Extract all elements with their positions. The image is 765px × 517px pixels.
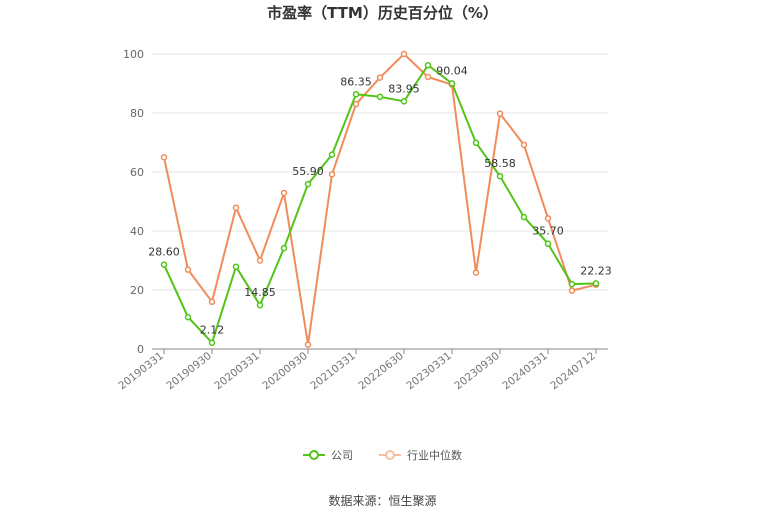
data-point [496, 172, 504, 180]
x-tick-label: 20240712 [548, 350, 598, 392]
data-point [544, 215, 552, 222]
data-point [232, 204, 240, 211]
x-tick-label: 20210331 [308, 350, 358, 392]
data-label: 90.04 [436, 64, 468, 77]
x-tick-label: 20230930 [452, 350, 502, 392]
data-point [424, 73, 432, 81]
data-point [280, 189, 288, 197]
data-point [352, 91, 360, 98]
data-point [280, 244, 288, 252]
data-label: 22.23 [580, 264, 612, 277]
data-label: 55.90 [292, 165, 324, 178]
y-tick-label: 60 [130, 166, 144, 179]
x-tick-label: 20190930 [164, 350, 214, 392]
data-point [400, 98, 408, 105]
data-label: 28.60 [148, 246, 180, 259]
legend-line-icon [379, 450, 401, 460]
data-point [208, 298, 216, 306]
data-point [256, 257, 264, 264]
data-point [424, 61, 432, 69]
legend-item-company[interactable]: 公司 [303, 447, 353, 463]
data-point [376, 93, 384, 101]
data-point [328, 151, 336, 158]
y-tick-label: 20 [130, 284, 144, 297]
data-point [328, 171, 336, 178]
data-point [472, 139, 480, 147]
x-tick-label: 20230331 [404, 350, 454, 392]
data-label: 35.70 [532, 225, 564, 238]
x-tick-label: 20220630 [356, 350, 406, 392]
y-tick-label: 40 [130, 225, 144, 238]
data-point [304, 180, 312, 188]
data-point [232, 263, 240, 270]
data-point [160, 154, 168, 161]
x-tick-label: 20240331 [500, 350, 550, 392]
data-point [256, 301, 264, 309]
data-label: 2.12 [200, 324, 225, 337]
data-point [544, 240, 552, 247]
x-tick-label: 20200930 [260, 350, 310, 392]
data-point [592, 280, 600, 287]
data-point [496, 110, 504, 117]
x-tick-label: 20190331 [116, 350, 166, 392]
data-point [184, 313, 192, 321]
legend-line-icon [303, 450, 325, 460]
data-point [376, 74, 384, 81]
data-label: 86.35 [340, 75, 372, 88]
data-label: 83.95 [388, 82, 420, 95]
data-point [520, 213, 528, 221]
data-point [472, 269, 480, 276]
data-point [352, 100, 360, 108]
source-note: 数据来源：恒生聚源 [328, 494, 437, 508]
y-tick-label: 100 [123, 48, 144, 61]
series-line [163, 64, 597, 344]
data-point [208, 339, 216, 346]
data-point [184, 266, 192, 273]
legend-item-industry-median[interactable]: 行业中位数 [379, 447, 462, 463]
data-point [520, 141, 528, 149]
x-tick-label: 20200331 [212, 350, 262, 392]
legend-label: 行业中位数 [407, 449, 462, 462]
data-label: 14.85 [244, 286, 276, 299]
data-label: 58.58 [484, 157, 516, 170]
line-chart: 0 20 40 60 80 100 2019033120190930202003312020… [116, 48, 612, 392]
data-point [304, 341, 312, 348]
y-tick-label: 0 [137, 343, 144, 356]
data-point [568, 280, 576, 288]
legend: 公司 行业中位数 [0, 447, 765, 463]
y-tick-label: 80 [130, 107, 144, 120]
data-point [448, 80, 456, 87]
data-point [160, 261, 168, 268]
data-point [400, 50, 408, 58]
chart-title: 市盈率（TTM）历史百分位（%） [267, 4, 498, 22]
legend-label: 公司 [331, 449, 353, 462]
data-point [568, 287, 576, 294]
